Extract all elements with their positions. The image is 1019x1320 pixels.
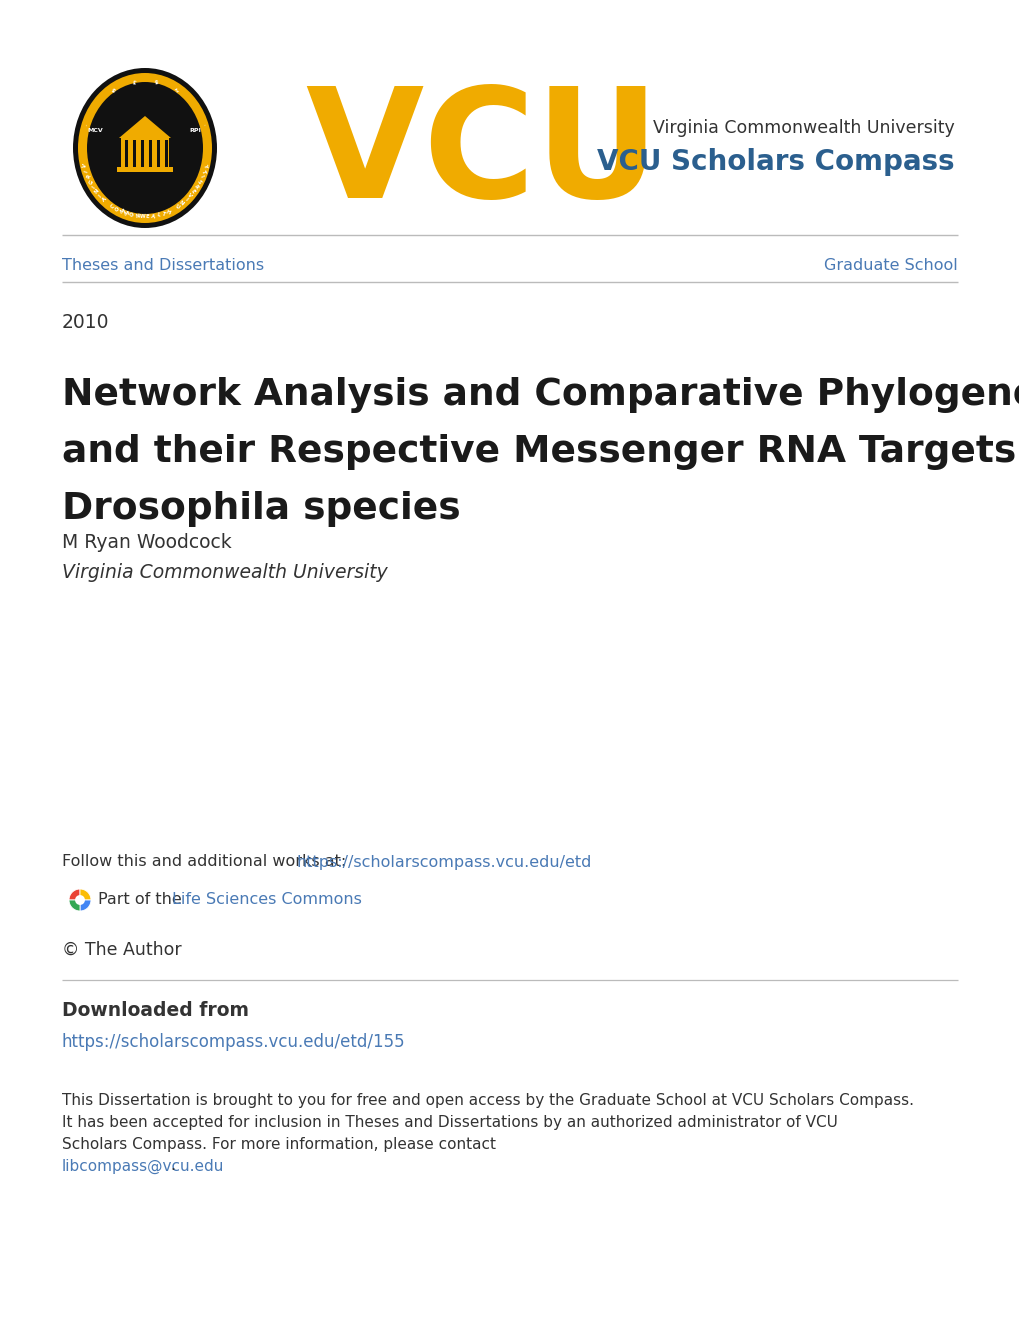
Text: Downloaded from: Downloaded from <box>62 1001 249 1019</box>
Text: Y: Y <box>202 164 208 168</box>
Text: H: H <box>165 209 171 215</box>
Text: M Ryan Woodcock: M Ryan Woodcock <box>62 532 231 552</box>
Text: 8: 8 <box>153 78 158 83</box>
Ellipse shape <box>73 69 217 228</box>
Text: Virginia Commonwealth University: Virginia Commonwealth University <box>652 119 954 137</box>
Text: E: E <box>190 189 196 194</box>
Text: I: I <box>98 194 103 198</box>
Text: © The Author: © The Author <box>62 941 181 960</box>
Text: M: M <box>118 209 125 215</box>
Text: S: S <box>196 180 202 185</box>
Text: It has been accepted for inclusion in Theses and Dissertations by an authorized : It has been accepted for inclusion in Th… <box>62 1114 837 1130</box>
Text: I: I <box>84 169 90 173</box>
Text: O: O <box>129 213 135 218</box>
Text: libcompass@vcu.edu: libcompass@vcu.edu <box>62 1159 224 1173</box>
Text: https://scholarscompass.vcu.edu/etd/155: https://scholarscompass.vcu.edu/etd/155 <box>62 1034 406 1051</box>
Text: G: G <box>88 178 94 185</box>
Text: V: V <box>83 164 88 169</box>
Text: MCV: MCV <box>87 128 103 132</box>
Text: R: R <box>193 183 200 190</box>
Text: Follow this and additional works at:: Follow this and additional works at: <box>62 854 351 870</box>
Polygon shape <box>119 116 171 139</box>
Bar <box>165 140 168 168</box>
Text: and their Respective Messenger RNA Targets Using Twelve: and their Respective Messenger RNA Targe… <box>62 434 1019 470</box>
Wedge shape <box>69 900 79 911</box>
Text: R: R <box>86 174 92 180</box>
Bar <box>149 140 153 168</box>
Text: Life Sciences Commons: Life Sciences Commons <box>172 892 362 908</box>
Ellipse shape <box>87 82 203 214</box>
Text: .: . <box>170 1159 174 1173</box>
Text: T: T <box>161 211 165 216</box>
Text: Scholars Compass. For more information, please contact: Scholars Compass. For more information, … <box>62 1137 495 1151</box>
Text: VCU Scholars Compass: VCU Scholars Compass <box>597 148 954 176</box>
Text: T: T <box>200 169 206 174</box>
Text: RPI: RPI <box>189 128 201 132</box>
Text: A: A <box>101 197 107 203</box>
Bar <box>117 168 173 172</box>
Text: N: N <box>94 189 100 195</box>
Text: U: U <box>174 203 180 210</box>
Text: VCU: VCU <box>305 81 658 230</box>
Text: This Dissertation is brought to you for free and open access by the Graduate Sch: This Dissertation is brought to you for … <box>62 1093 913 1107</box>
Text: 2010: 2010 <box>62 313 109 331</box>
Text: 8: 8 <box>111 86 117 91</box>
Bar <box>125 140 128 168</box>
Text: ·: · <box>201 123 206 127</box>
Text: Part of the: Part of the <box>98 892 186 908</box>
Text: M: M <box>123 211 130 216</box>
Text: V: V <box>186 193 193 199</box>
Text: I: I <box>183 198 187 202</box>
Text: Theses and Dissertations: Theses and Dissertations <box>62 257 264 272</box>
Text: 1: 1 <box>173 86 178 91</box>
Wedge shape <box>79 900 91 911</box>
Text: Virginia Commonwealth University: Virginia Commonwealth University <box>62 562 387 582</box>
Ellipse shape <box>77 73 212 223</box>
Text: E: E <box>146 214 150 219</box>
Text: ·: · <box>84 123 90 127</box>
Wedge shape <box>69 888 79 900</box>
Wedge shape <box>79 888 91 900</box>
Text: O: O <box>114 206 120 213</box>
Text: Network Analysis and Comparative Phylogenomics of MicroRNAs: Network Analysis and Comparative Phyloge… <box>62 378 1019 413</box>
Bar <box>157 140 160 168</box>
Bar <box>132 140 137 168</box>
Circle shape <box>75 895 85 906</box>
Text: I: I <box>91 185 97 189</box>
Text: C: C <box>110 203 115 210</box>
Text: Drosophila species: Drosophila species <box>62 491 461 527</box>
Bar <box>121 139 169 170</box>
Text: W: W <box>140 214 146 219</box>
Text: N: N <box>178 201 184 207</box>
Text: 3: 3 <box>131 78 137 83</box>
Text: https://scholarscompass.vcu.edu/etd: https://scholarscompass.vcu.edu/etd <box>297 854 592 870</box>
Text: N: N <box>135 214 140 219</box>
Text: A: A <box>151 214 155 219</box>
Text: Graduate School: Graduate School <box>823 257 957 272</box>
Text: L: L <box>156 213 160 218</box>
Bar <box>141 140 145 168</box>
Text: I: I <box>199 174 204 178</box>
